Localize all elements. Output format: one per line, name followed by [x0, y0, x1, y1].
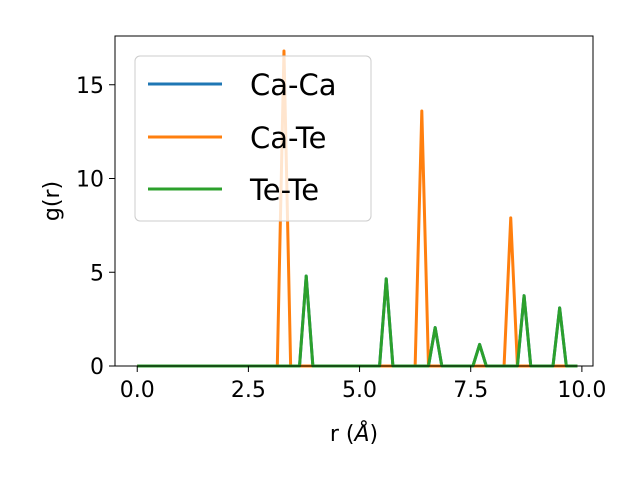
x-tick-label: 5.0: [342, 378, 377, 403]
y-tick-label: 0: [90, 355, 104, 380]
x-axis-label: r (Å): [330, 420, 378, 447]
y-tick-label: 5: [90, 261, 104, 286]
x-tick-label: 7.5: [453, 378, 488, 403]
plot-frame: [114, 35, 594, 367]
y-axis: 0 5 10 15: [76, 74, 115, 380]
legend-label-ca-te: Ca-Te: [250, 121, 326, 155]
x-tick-label: 2.5: [231, 378, 266, 403]
y-axis-label: g(r): [40, 181, 65, 221]
legend-label-ca-ca: Ca-Ca: [250, 68, 337, 102]
x-axis-unit: Å: [352, 420, 369, 447]
series-line-ca-ca: [137, 274, 578, 368]
x-axis: 0.0 2.5 5.0 7.5 10.0: [120, 366, 606, 403]
y-tick-label: 10: [76, 168, 104, 193]
y-tick-label: 15: [76, 74, 104, 99]
legend-box: [134, 55, 372, 222]
x-tick-label: 10.0: [557, 378, 606, 403]
legend: Ca-Ca Ca-Te Te-Te: [134, 55, 372, 222]
x-tick-label: 0.0: [120, 378, 155, 403]
series-line-te-te: [137, 274, 578, 368]
legend-label-te-te: Te-Te: [249, 173, 319, 207]
